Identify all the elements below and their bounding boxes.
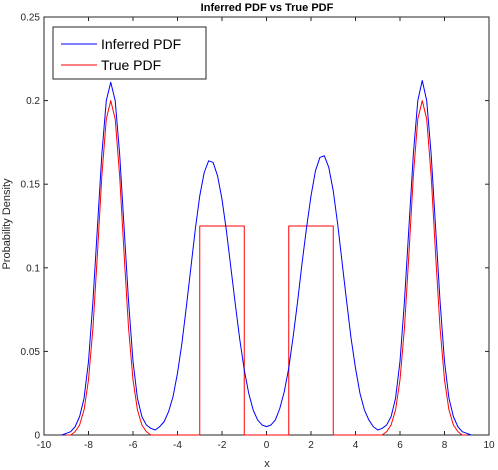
x-tick-label: -2	[218, 440, 227, 451]
series-layer	[61, 80, 472, 436]
y-tick-label: 0.1	[26, 263, 40, 274]
legend-box	[52, 26, 207, 80]
legend-entry: Inferred PDF	[101, 36, 181, 52]
y-tick-label: 0.25	[21, 13, 41, 24]
y-tick-label: 0.05	[21, 347, 41, 358]
series-line-true-pdf	[66, 100, 467, 436]
chart-title: Inferred PDF vs True PDF	[201, 2, 334, 14]
legend-entry: True PDF	[101, 57, 161, 73]
axis-ticks: -10 -8 -6 -4 -2 0 2 4 6 8 10 0 0.05 0.1 0.15 0.2 0.25	[21, 13, 495, 452]
plot-area	[43, 16, 490, 436]
x-tick-label: 2	[308, 440, 314, 451]
y-tick-label: 0.15	[21, 180, 41, 191]
x-tick-label: 0	[264, 440, 270, 451]
x-tick-label: 10	[483, 440, 495, 451]
x-tick-label: -6	[129, 440, 138, 451]
x-tick-label: -10	[37, 440, 52, 451]
x-tick-label: 4	[353, 440, 359, 451]
x-axis-label: x	[264, 458, 270, 470]
x-tick-label: -4	[173, 440, 182, 451]
y-tick-label: 0	[34, 431, 40, 442]
x-tick-label: -8	[84, 440, 93, 451]
y-axis-label: Probability Density	[1, 178, 13, 270]
x-tick-label: 8	[442, 440, 448, 451]
series-line-inferred-pdf	[61, 80, 472, 436]
y-tick-label: 0.2	[26, 96, 40, 107]
legend: Inferred PDF True PDF	[52, 26, 207, 80]
x-tick-label: 6	[397, 440, 403, 451]
